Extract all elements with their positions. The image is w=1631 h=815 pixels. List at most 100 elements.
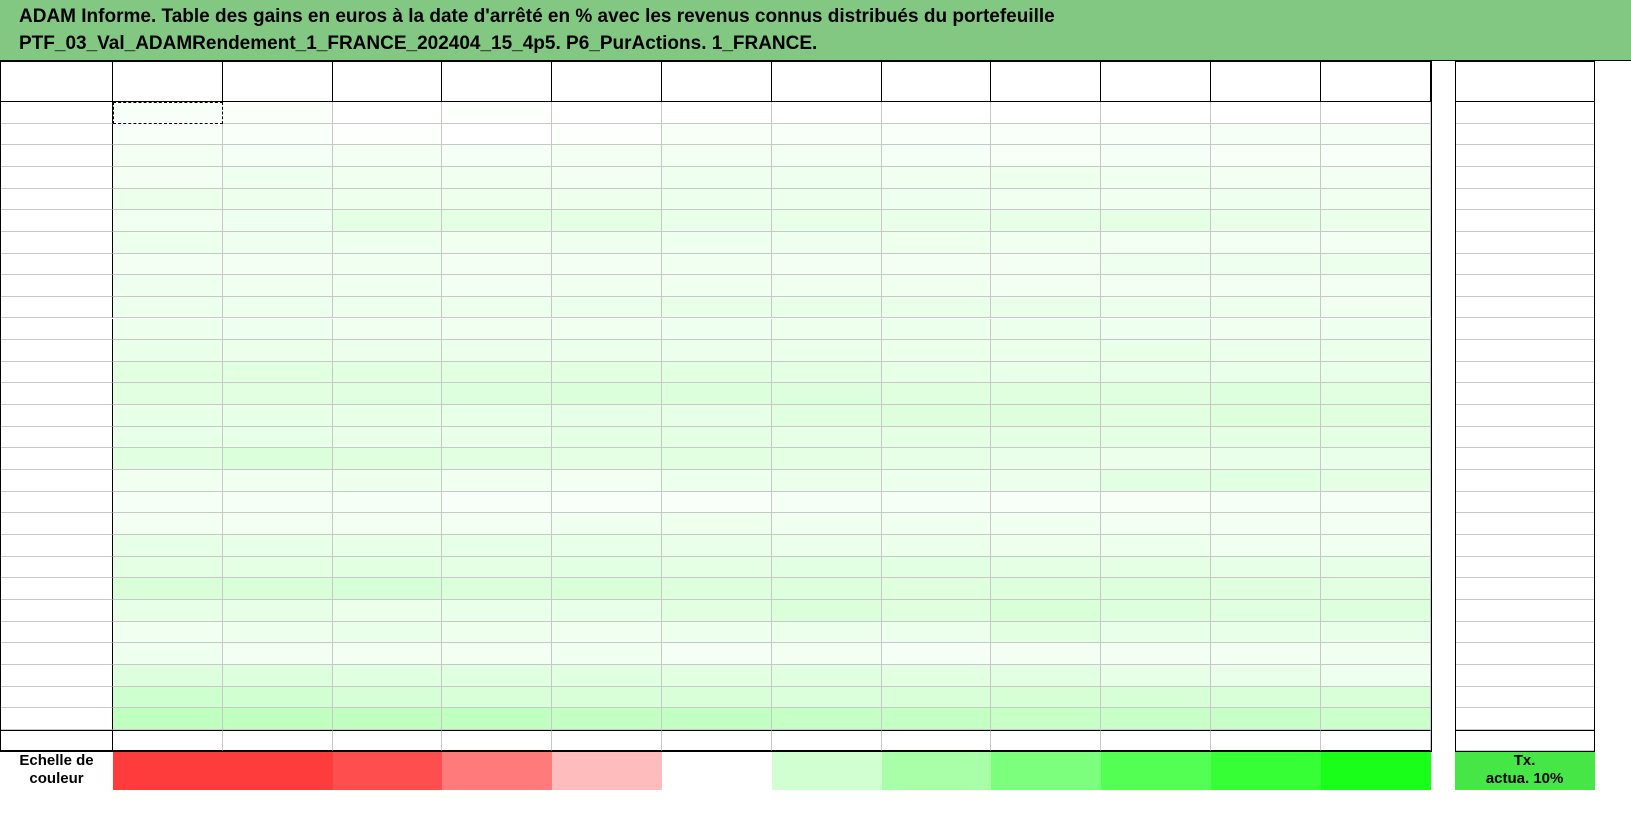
- row-tx-actuariel: [1454, 166, 1595, 189]
- gain-cell: [113, 166, 223, 189]
- summary-cell: [662, 729, 772, 751]
- gain-cell: [332, 426, 443, 449]
- gain-cell: [332, 686, 443, 709]
- report-title-line1: ADAM Informe. Table des gains en euros à…: [19, 6, 1055, 27]
- gain-cell: [771, 686, 882, 709]
- gain-cell: [662, 383, 772, 406]
- gain-cell: [662, 448, 772, 471]
- gain-cell: [222, 231, 333, 254]
- month-header: [771, 61, 882, 102]
- gain-cell: [1320, 426, 1431, 449]
- gain-cell: [1101, 405, 1211, 427]
- gain-cell: [1211, 708, 1321, 730]
- gain-cell: [222, 102, 333, 124]
- row-tx-actuariel: [1454, 578, 1595, 600]
- gain-cell: [552, 556, 662, 579]
- year-label: [0, 426, 113, 449]
- gain-cell: [1101, 296, 1211, 319]
- gain-cell: [332, 513, 443, 535]
- row-tx-actuariel: [1454, 188, 1595, 211]
- gain-cell: [1101, 686, 1211, 709]
- gain-cell: [662, 643, 772, 665]
- color-scale-side-text: actua. 10%: [1485, 770, 1564, 788]
- gain-cell: [881, 296, 992, 319]
- year-label: [0, 231, 113, 254]
- gain-cell: [1101, 708, 1211, 730]
- year-label: [0, 361, 113, 384]
- row-tx-actuariel: [1454, 513, 1595, 535]
- row-tx-actuariel: [1454, 296, 1595, 319]
- gain-cell: [1320, 664, 1431, 687]
- gain-cell: [991, 491, 1102, 514]
- gain-cell: [991, 253, 1102, 276]
- row-tx-actuariel: [1454, 340, 1595, 362]
- gain-cell: [991, 188, 1102, 211]
- year-label: [0, 686, 113, 709]
- gain-cell: [1320, 340, 1431, 362]
- gain-cell: [771, 318, 882, 341]
- gain-cell: [771, 275, 882, 297]
- gain-cell: [1101, 578, 1211, 600]
- gain-cell: [1211, 253, 1321, 276]
- gain-cell: [442, 340, 553, 362]
- year-label: [0, 383, 113, 406]
- gain-cell: [222, 491, 333, 514]
- gain-cell: [1320, 470, 1431, 492]
- gain-cell: [113, 210, 223, 232]
- gain-cell: [332, 102, 443, 124]
- gain-cell: [552, 470, 662, 492]
- gain-cell: [1211, 470, 1321, 492]
- year-label: [0, 188, 113, 211]
- gain-cell: [1101, 102, 1211, 124]
- gain-cell: [1101, 166, 1211, 189]
- gain-cell: [881, 686, 992, 709]
- gain-cell: [442, 123, 553, 146]
- gain-cell: [1211, 599, 1321, 622]
- year-label: [0, 621, 113, 644]
- gain-cell: [991, 405, 1102, 427]
- gain-cell: [552, 145, 662, 167]
- gain-cell: [113, 383, 223, 406]
- gain-cell: [1211, 361, 1321, 384]
- gain-cell: [1211, 686, 1321, 709]
- gain-cell: [442, 405, 553, 427]
- gain-cell: [222, 708, 333, 730]
- gain-cell: [442, 253, 553, 276]
- gain-cell: [442, 318, 553, 341]
- gain-cell: [881, 426, 992, 449]
- gain-cell: [1320, 166, 1431, 189]
- gain-cell: [332, 275, 443, 297]
- gain-cell: [662, 556, 772, 579]
- gain-cell: [881, 123, 992, 146]
- row-tx-actuariel: [1454, 210, 1595, 232]
- gain-cell: [552, 664, 662, 687]
- gain-cell: [442, 448, 553, 471]
- gain-cell: [222, 599, 333, 622]
- gain-cell: [771, 210, 882, 232]
- gain-cell: [113, 556, 223, 579]
- gain-cell: [113, 231, 223, 254]
- gain-cell: [222, 296, 333, 319]
- gain-cell: [442, 535, 553, 557]
- gain-cell: [991, 383, 1102, 406]
- gain-cell: [332, 145, 443, 167]
- gain-cell: [1320, 275, 1431, 297]
- gain-cell: [113, 296, 223, 319]
- gain-cell: [1320, 578, 1431, 600]
- gain-cell: [552, 448, 662, 471]
- gain-cell: [662, 426, 772, 449]
- color-scale-side-text: Tx.: [1513, 752, 1536, 770]
- gain-cell: [1101, 123, 1211, 146]
- gain-cell: [222, 621, 333, 644]
- gain-cell: [222, 145, 333, 167]
- gain-cell: [662, 513, 772, 535]
- gain-cell: [1211, 491, 1321, 514]
- gain-cell: [1101, 621, 1211, 644]
- gain-cell: [332, 210, 443, 232]
- year-label: [0, 470, 113, 492]
- gain-cell: [1101, 643, 1211, 665]
- gain-cell: [1101, 513, 1211, 535]
- gain-cell: [991, 643, 1102, 665]
- gain-cell: [991, 664, 1102, 687]
- year-label: [0, 708, 113, 730]
